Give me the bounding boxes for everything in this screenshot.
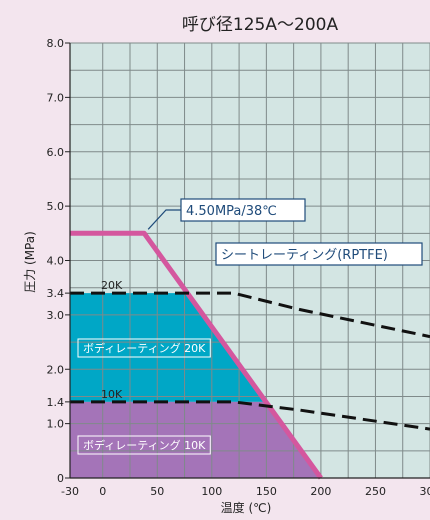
seat-rating-line (70, 230, 323, 480)
region-body-10k (70, 401, 321, 478)
annotation-max-pressure-leader (147, 209, 181, 230)
x-tick-label: 300 (420, 485, 430, 498)
body-rating-line-20k (70, 291, 430, 339)
y-tick-label: 1.4 (47, 396, 65, 409)
x-tick-label: 200 (310, 485, 331, 498)
x-tick-label: 0 (99, 485, 106, 498)
y-tick-label: 6.0 (47, 146, 65, 159)
chart-labels: 20K 10K ボディレーティング 20K ボディレーティング 10K 4.50MPa/… (77, 198, 423, 455)
y-tick-label: 3.4 (47, 287, 65, 300)
y-tick-label: 2.0 (47, 363, 65, 376)
region-body-20k (70, 293, 266, 402)
y-tick-label: 4.0 (47, 255, 65, 268)
region-label-10k: ボディレーティング 10K (83, 438, 206, 452)
y-tick-label: 5.0 (47, 200, 65, 213)
annotation-seat-rating: シートレーティング(RPTFE) (221, 248, 388, 263)
y-axis-title: 圧力 (MPa) (23, 231, 37, 293)
x-tick-label: -30 (61, 485, 79, 498)
region-label-20k: ボディレーティング 20K (83, 341, 206, 355)
y-tick-label: 1.0 (47, 418, 65, 431)
series-lines (70, 230, 430, 480)
body-rating-line-10k (70, 400, 430, 431)
y-tick-label: 0 (57, 472, 64, 485)
region-label-20k-box (77, 338, 211, 358)
chart-title: 呼び径125A〜200A (182, 15, 339, 35)
annotation-max-pressure-box (180, 198, 306, 222)
y-tick-label: 8.0 (47, 37, 65, 50)
x-axis-title: 温度 (℃) (221, 500, 272, 515)
region-label-10k-box (77, 435, 211, 455)
x-tick-label: 50 (150, 485, 164, 498)
rating-regions (70, 293, 321, 478)
class-label-10k: 10K (101, 388, 123, 401)
x-tick-label: 100 (201, 485, 222, 498)
tick-labels: -3005010015020025030001.01.42.03.03.44.0… (47, 37, 430, 498)
x-tick-label: 250 (365, 485, 386, 498)
y-tick-label: 3.0 (47, 309, 65, 322)
annotation-max-pressure: 4.50MPa/38℃ (186, 204, 277, 219)
annotation-seat-rating-box (215, 242, 423, 266)
y-tick-label: 7.0 (47, 91, 65, 104)
class-label-20k: 20K (101, 279, 123, 292)
x-tick-label: 150 (256, 485, 277, 498)
